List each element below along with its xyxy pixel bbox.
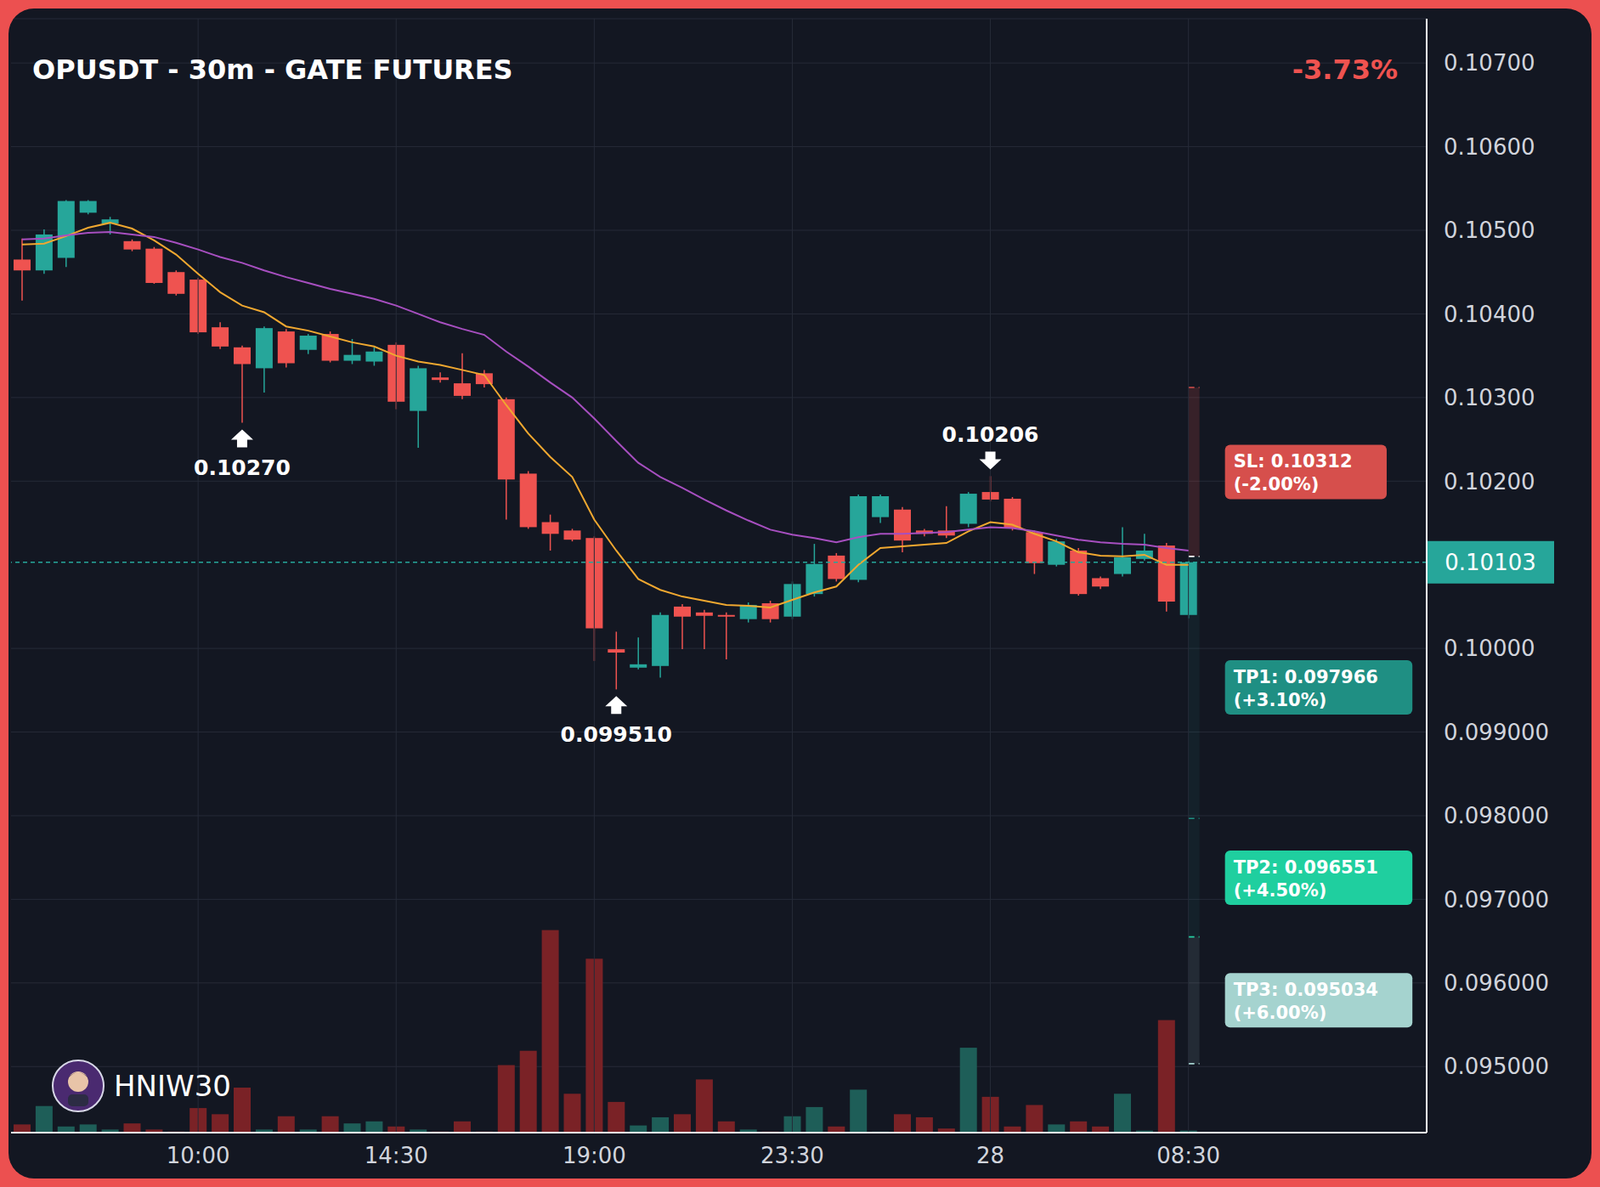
html-text:HNIW30: HNIW30 [113,1068,232,1103]
svg-text:0.10300: 0.10300 [1443,384,1536,411]
svg-text:0.10103: 0.10103 [1444,549,1537,576]
svg-text:(+4.50%): (+4.50%) [1233,880,1328,901]
svg-text:10:00: 10:00 [166,1142,231,1169]
html-text:-3.73%: -3.73% [1292,53,1398,86]
svg-text:28: 28 [976,1142,1005,1169]
svg-text:0.096000: 0.096000 [1443,970,1550,996]
svg-text:0.10500: 0.10500 [1443,217,1536,244]
svg-text:0.10270: 0.10270 [193,455,291,481]
svg-text:0.099000: 0.099000 [1443,719,1550,746]
svg-text:TP1: 0.097966: TP1: 0.097966 [1233,667,1379,688]
svg-text:SL: 0.10312: SL: 0.10312 [1233,451,1353,472]
svg-text:0.10206: 0.10206 [942,422,1040,447]
svg-text:TP2: 0.096551: TP2: 0.096551 [1233,857,1379,878]
svg-text:0.10000: 0.10000 [1443,635,1536,662]
svg-text:14:30: 14:30 [364,1142,429,1169]
html-text:OPUSDT - 30m - GATE FUTURES: OPUSDT - 30m - GATE FUTURES [32,53,513,86]
svg-text:(-2.00%): (-2.00%) [1233,474,1320,495]
svg-text:08:30: 08:30 [1156,1142,1221,1169]
svg-text:0.099510: 0.099510 [560,722,673,747]
svg-text:TP3: 0.095034: TP3: 0.095034 [1233,979,1379,1001]
svg-text:0.095000: 0.095000 [1443,1053,1550,1080]
svg-text:0.10700: 0.10700 [1443,50,1536,76]
svg-text:(+6.00%): (+6.00%) [1233,1002,1328,1024]
svg-text:0.098000: 0.098000 [1443,802,1550,829]
svg-text:19:00: 19:00 [562,1142,627,1169]
svg-text:0.10400: 0.10400 [1443,301,1536,328]
svg-text:0.10200: 0.10200 [1443,469,1536,495]
svg-text:0.10600: 0.10600 [1443,134,1536,160]
svg-text:0.097000: 0.097000 [1443,887,1550,913]
svg-text:(+3.10%): (+3.10%) [1233,689,1328,711]
svg-text:23:30: 23:30 [760,1142,825,1169]
